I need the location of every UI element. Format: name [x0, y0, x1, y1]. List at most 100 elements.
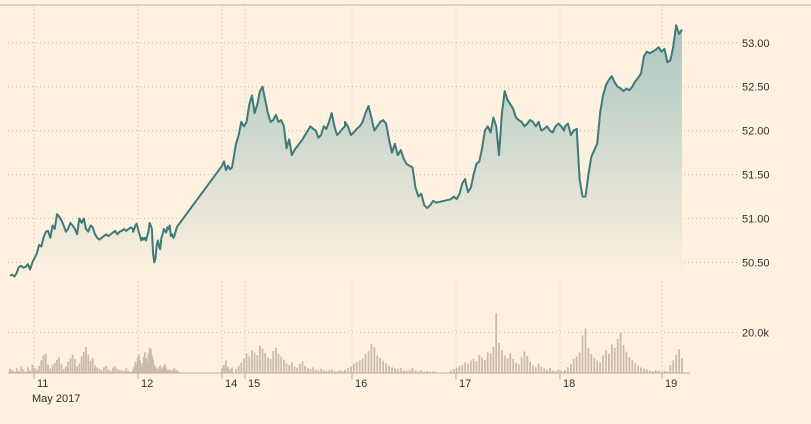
- volume-bar: [227, 366, 229, 373]
- volume-bar: [551, 370, 554, 373]
- volume-bar: [129, 371, 132, 373]
- volume-bar: [35, 369, 38, 373]
- volume-bar: [391, 367, 393, 373]
- x-tick-label: 17: [459, 378, 471, 390]
- volume-tick-label: 20.0k: [742, 327, 769, 339]
- y-tick-label: 52.00: [742, 126, 770, 138]
- volume-bar: [107, 369, 110, 373]
- volume-bar: [596, 360, 599, 373]
- volume-bar: [526, 356, 529, 373]
- volume-bar: [290, 362, 293, 373]
- volume-bar: [153, 364, 156, 373]
- volume-bar: [49, 368, 52, 373]
- volume-bar: [587, 348, 590, 373]
- volume-bar: [578, 352, 581, 373]
- volume-bar: [622, 345, 625, 373]
- volume-bar: [408, 369, 411, 373]
- volume-bar: [563, 371, 565, 373]
- volume-bar: [634, 363, 637, 373]
- volume-bar: [364, 354, 367, 373]
- volume-bar: [537, 363, 540, 373]
- volume-bar: [33, 367, 36, 373]
- volume-bar: [631, 360, 634, 373]
- volume-bar: [151, 355, 153, 373]
- volume-bar: [58, 357, 61, 373]
- volume-bar: [100, 370, 103, 373]
- volume-bar: [472, 358, 475, 373]
- y-tick-label: 51.50: [742, 170, 770, 182]
- volume-bar: [15, 368, 18, 373]
- volume-bar: [402, 370, 405, 373]
- volume-bar: [420, 370, 423, 373]
- volume-bar: [155, 368, 158, 373]
- volume-bar: [147, 353, 150, 373]
- volume-bar: [256, 355, 259, 373]
- volume-bar: [38, 365, 40, 373]
- volume-bar: [361, 358, 364, 373]
- volume-bar: [149, 348, 152, 373]
- x-tick-label: 14: [225, 378, 237, 390]
- volume-bar: [127, 370, 130, 373]
- volume-bar: [118, 369, 121, 373]
- volume-bar: [9, 368, 11, 373]
- volume-bar: [663, 370, 666, 373]
- volume-bar: [628, 357, 631, 373]
- x-tick-label: 12: [141, 378, 153, 390]
- volume-bar: [330, 369, 333, 373]
- volume-bar: [529, 361, 531, 373]
- volume-bar: [358, 360, 361, 373]
- volume-bar: [328, 370, 330, 373]
- volume-bar: [132, 369, 134, 373]
- volume-bar: [478, 355, 481, 373]
- volume-bar: [640, 367, 642, 373]
- volume-bar: [143, 352, 146, 373]
- volume-bar: [643, 368, 645, 373]
- volume-bar: [18, 370, 20, 373]
- volume-bar: [40, 360, 43, 373]
- volume-bar: [98, 368, 101, 373]
- volume-bar: [243, 358, 245, 373]
- volume-bar: [78, 363, 81, 373]
- volume-bar: [280, 356, 283, 373]
- volume-bar: [42, 355, 45, 373]
- volume-bar: [388, 365, 390, 373]
- volume-bar: [570, 363, 572, 373]
- volume-bar: [82, 351, 85, 373]
- volume-bar: [56, 359, 58, 373]
- volume-bar: [540, 366, 543, 373]
- volume-bar: [60, 364, 63, 373]
- volume-bar: [564, 370, 566, 373]
- volume-bar: [503, 355, 506, 373]
- volume-bar: [154, 366, 157, 373]
- volume-bar: [394, 368, 396, 373]
- volume-bar: [168, 368, 171, 373]
- volume-bar: [80, 356, 83, 373]
- volume-bar: [53, 362, 56, 373]
- volume-bar: [481, 357, 483, 373]
- volume-bar: [24, 371, 27, 373]
- volume-bar: [135, 364, 138, 373]
- volume-bar: [235, 368, 237, 373]
- volume-bar: [660, 371, 663, 373]
- volume-bar: [336, 371, 338, 373]
- volume-bar: [312, 367, 314, 373]
- volume-bar: [452, 369, 455, 373]
- volume-bar: [405, 370, 408, 373]
- volume-bar: [67, 361, 69, 373]
- volume-bar: [549, 367, 551, 373]
- volume-bar: [414, 370, 417, 373]
- volume-bar: [20, 366, 23, 373]
- volume-bar: [304, 366, 306, 373]
- volume-bar: [385, 363, 387, 373]
- volume-bar: [172, 369, 175, 373]
- volume-bar: [506, 358, 509, 373]
- volume-bar: [560, 370, 563, 373]
- x-axis-labels: 11 12 14 15 16 17 18 19: [37, 378, 677, 390]
- volume-bar: [678, 349, 680, 373]
- volume-bar: [141, 363, 144, 373]
- volume-bar: [134, 361, 137, 373]
- volume-bar: [619, 332, 622, 373]
- volume-bar: [76, 366, 78, 373]
- volume-bar: [157, 369, 159, 373]
- volume-bar: [112, 367, 114, 373]
